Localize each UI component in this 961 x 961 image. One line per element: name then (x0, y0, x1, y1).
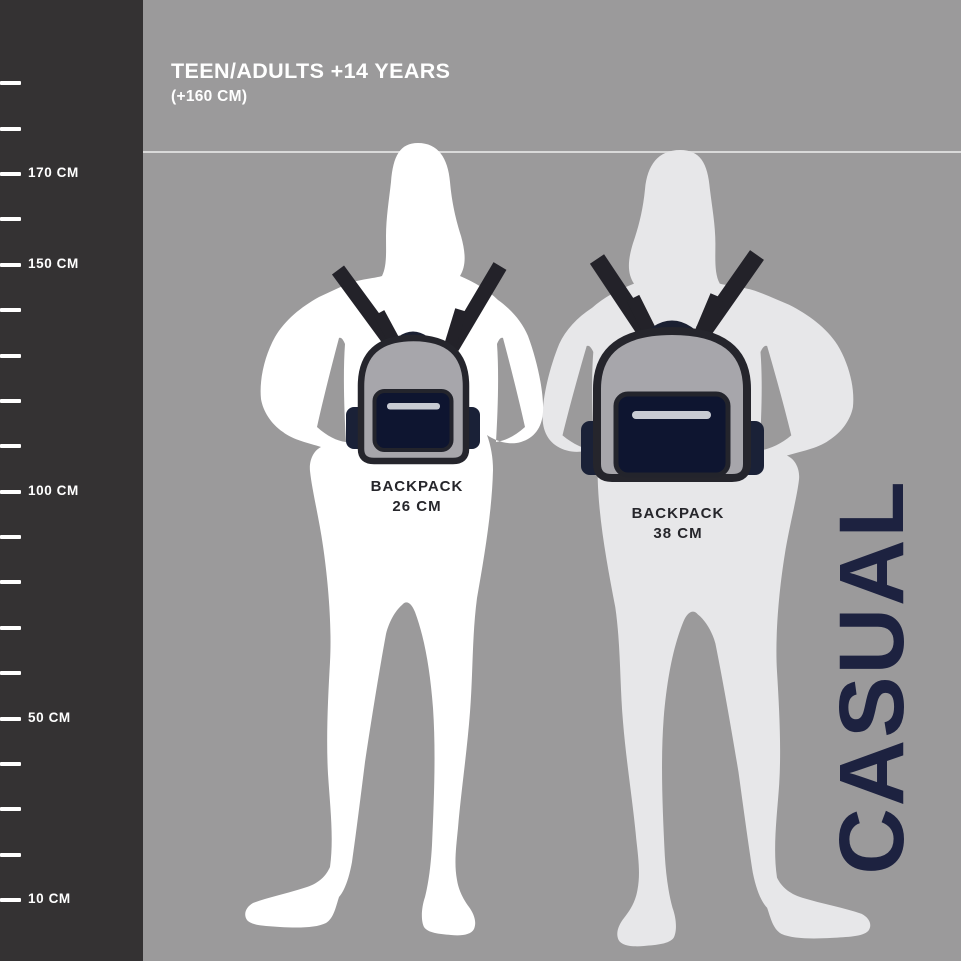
ruler-label: 150 CM (28, 256, 79, 271)
backpack-caption-size: 38 CM (653, 525, 703, 542)
ruler-tick (0, 807, 21, 811)
backpack-front-pocket (372, 389, 454, 452)
ruler-tick (0, 399, 21, 403)
header: TEEN/ADULTS +14 YEARS (+160 CM) (171, 59, 450, 106)
ruler-label: 170 CM (28, 165, 79, 180)
ruler-tick (0, 172, 21, 176)
ruler-tick (0, 717, 21, 721)
category-label: CASUAL (821, 479, 923, 875)
ruler-tick (0, 580, 21, 584)
backpack-front-pocket (613, 391, 731, 478)
height-ruler: 170 CM 150 CM 100 CM 50 CM 10 CM (0, 0, 143, 961)
backpack-zipper (387, 403, 440, 410)
ruler-tick (0, 81, 21, 85)
ruler-tick (0, 671, 21, 675)
backpack-caption-small: BACKPACK 26 CM (317, 477, 517, 517)
ruler-tick (0, 898, 21, 902)
backpack-strap (443, 308, 467, 351)
ruler-tick (0, 217, 21, 221)
ruler-tick (0, 354, 21, 358)
ruler-tick (0, 263, 21, 267)
backpack-icon-small (331, 262, 507, 465)
ruler-tick (0, 308, 21, 312)
ruler-tick (0, 762, 21, 766)
ruler-label: 10 CM (28, 891, 71, 906)
backpack-strap (694, 293, 724, 337)
page-subtitle: (+160 CM) (171, 88, 248, 105)
backpack-zipper (632, 411, 711, 419)
ruler-tick (0, 626, 21, 630)
height-reference-line (143, 151, 961, 153)
backpack-icon-large (581, 250, 764, 482)
ruler-tick (0, 535, 21, 539)
ruler-label: 100 CM (28, 483, 79, 498)
ruler-tick (0, 444, 21, 448)
ruler-tick (0, 127, 21, 131)
backpack-caption-label: BACKPACK (631, 505, 725, 522)
backpack-caption-large: BACKPACK 38 CM (578, 504, 778, 544)
backpack-caption-size: 26 CM (392, 498, 442, 515)
ruler-tick (0, 853, 21, 857)
backpack-caption-label: BACKPACK (370, 478, 464, 495)
page-title: TEEN/ADULTS +14 YEARS (171, 59, 451, 83)
ruler-tick (0, 490, 21, 494)
person-silhouette-small (245, 143, 544, 936)
ruler-label: 50 CM (28, 710, 71, 725)
